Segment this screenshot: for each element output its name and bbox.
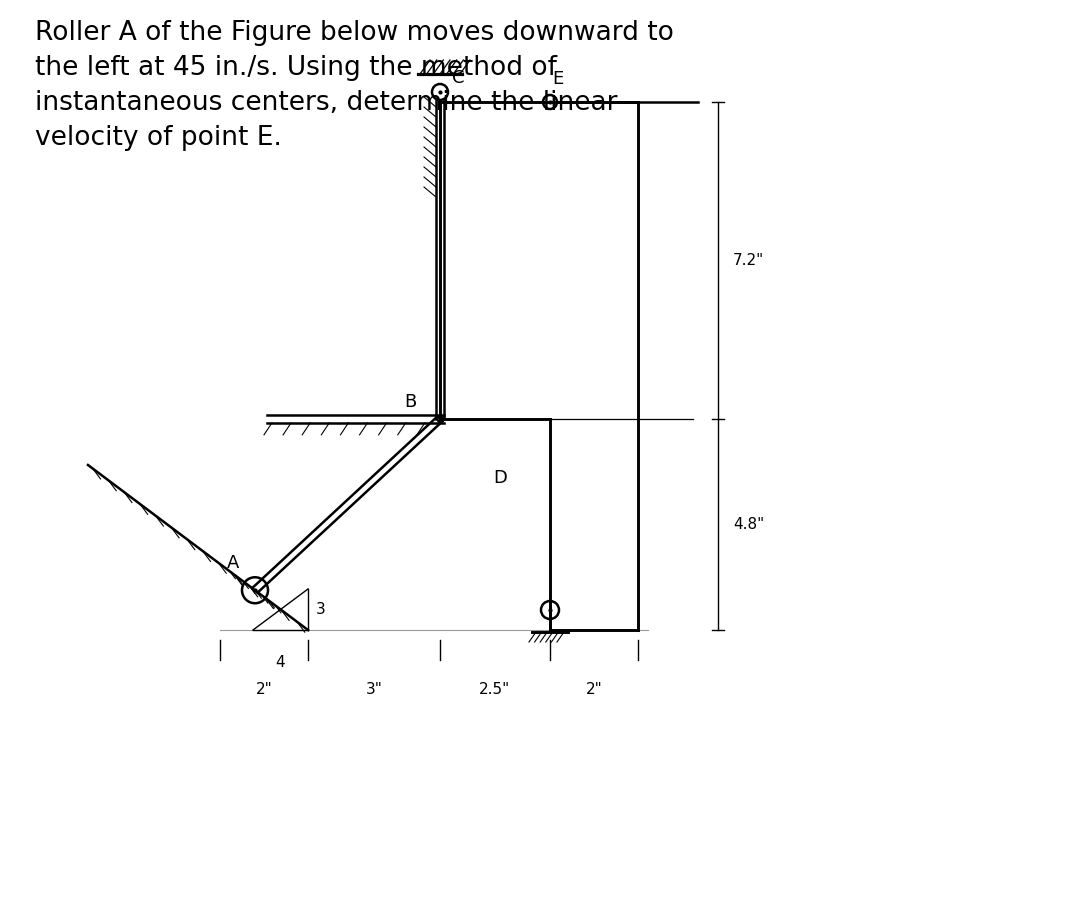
Text: E: E [552, 70, 564, 88]
Text: 2": 2" [585, 682, 603, 697]
Text: 4: 4 [275, 655, 285, 670]
Text: B: B [404, 393, 416, 410]
Text: 2": 2" [256, 682, 272, 697]
Text: D: D [494, 470, 507, 487]
Text: A: A [227, 554, 239, 572]
Text: 2.5": 2.5" [480, 682, 511, 697]
Text: 7.2": 7.2" [733, 253, 765, 268]
Text: C: C [453, 69, 464, 87]
Text: 4.8": 4.8" [733, 517, 765, 532]
Text: 3": 3" [365, 682, 382, 697]
Text: Roller A of the Figure below moves downward to
the left at 45 in./s. Using the m: Roller A of the Figure below moves downw… [35, 20, 674, 151]
Text: 3: 3 [316, 602, 326, 617]
